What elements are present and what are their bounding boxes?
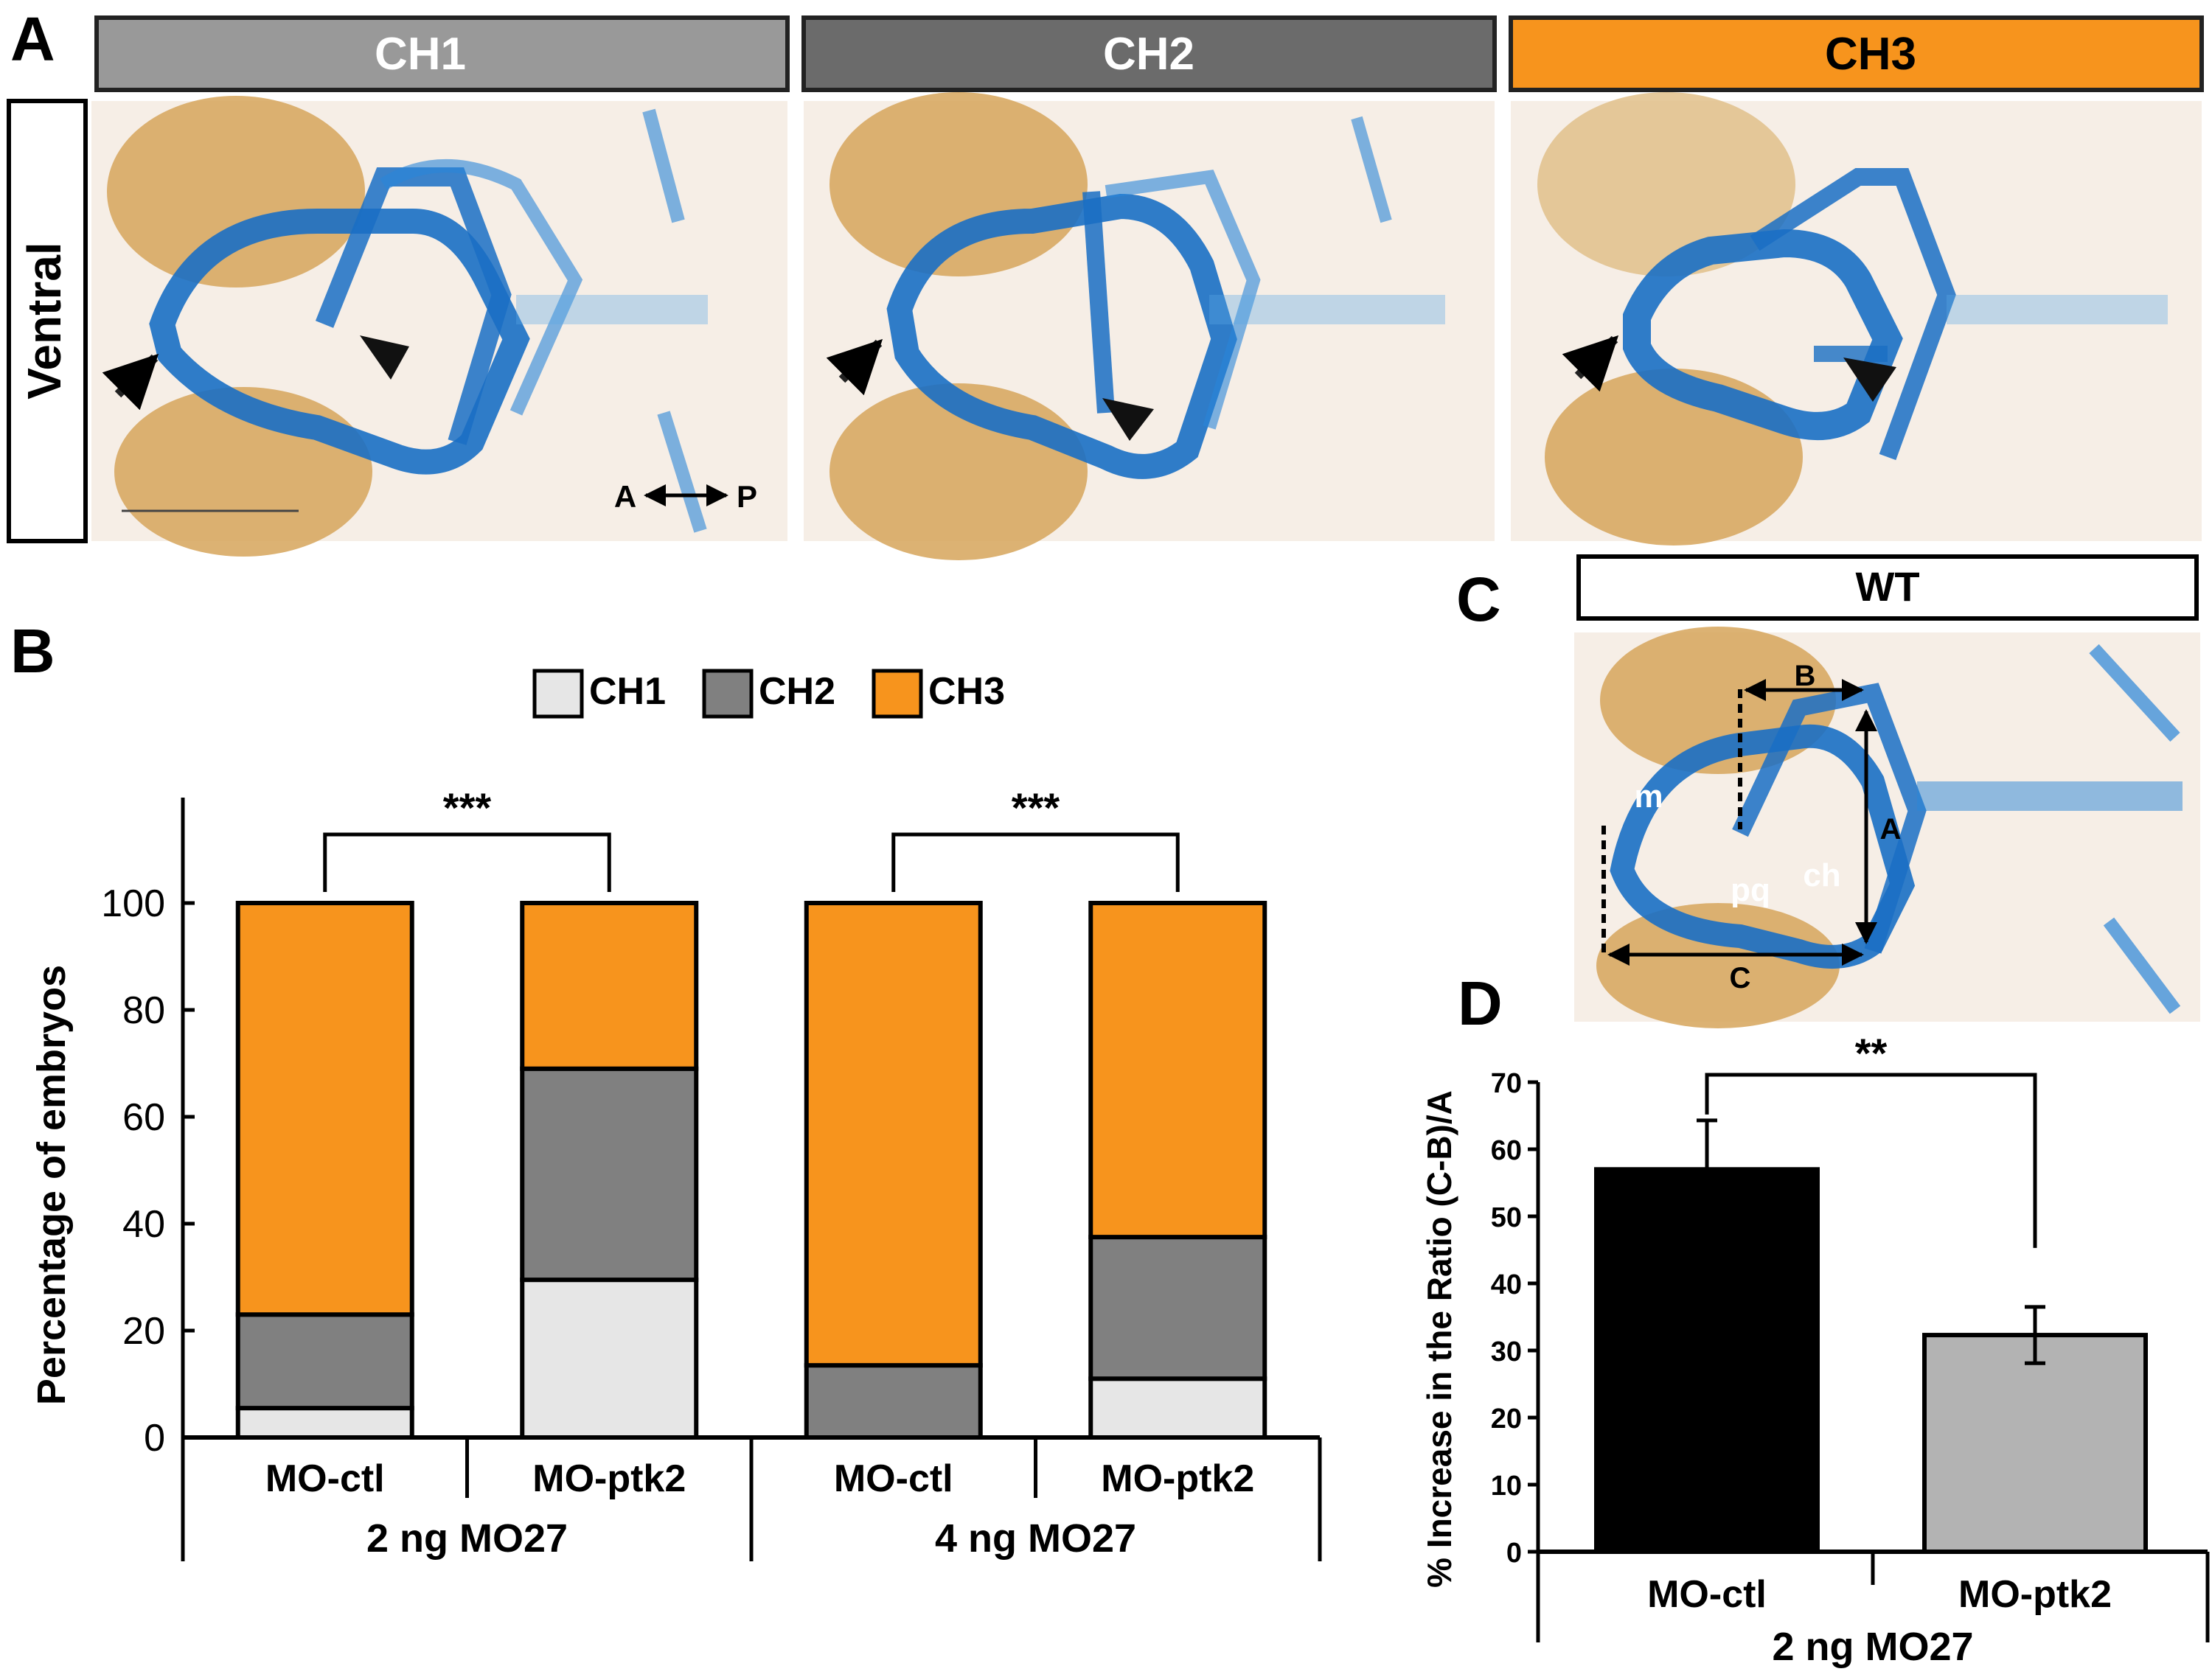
panel-a-letter: A (10, 4, 55, 74)
header-ch1-box (94, 15, 790, 92)
wt-header-box (1576, 554, 2199, 621)
significance-label: *** (443, 784, 492, 831)
bar-segment-ch1 (520, 1278, 699, 1440)
legend-swatch-ch2 (702, 669, 754, 719)
panel-b: B CH1 CH2 CH3 0 20 40 60 80 100 Percentage of emb… (10, 616, 1322, 1561)
header-ch1: CH1 (94, 15, 790, 92)
category-label: MO-ctl (834, 1457, 953, 1500)
ventral-label-box (7, 99, 88, 543)
y-tick-label: 20 (122, 1310, 165, 1353)
group-label: 2 ng MO27 (366, 1516, 568, 1561)
panel-c-letter: C (1456, 565, 1501, 634)
label-pq: pq (1731, 872, 1770, 908)
legend-label-ch2: CH2 (759, 670, 835, 713)
category-label: MO-ptk2 (1958, 1573, 2112, 1616)
micrograph-ch1: A P (91, 96, 787, 557)
legend-swatch-ch3 (872, 669, 923, 719)
axis-posterior-label: P (737, 479, 757, 514)
category-label: MO-ctl (265, 1457, 385, 1500)
group-label: 4 ng MO27 (935, 1516, 1136, 1561)
micrograph-ch2 (804, 92, 1495, 560)
y-axis-label: % Increase in the Ratio (C-B)/A (1420, 1090, 1458, 1588)
y-tick-label: 40 (122, 1203, 165, 1246)
significance-bracket (1705, 1073, 2037, 1248)
arrowhead-icon (1843, 358, 1896, 402)
wt-header-label: WT (1855, 563, 1919, 610)
y-tick-label: 0 (144, 1417, 165, 1460)
bar-segment-ch1 (1088, 1376, 1267, 1440)
bar (1922, 1333, 2148, 1554)
header-ch3: CH3 (1509, 15, 2204, 92)
eye-shape (1537, 92, 1795, 276)
y-tick-label: 60 (122, 1096, 165, 1139)
micrograph-wt: B A C m pq ch (1574, 627, 2200, 1028)
panel-d: D 0 10 20 30 40 50 60 70 % Increase in the Ratio… (1420, 969, 2210, 1669)
panel-d-letter: D (1458, 969, 1503, 1038)
bar-segment-ch3 (1088, 901, 1267, 1240)
y-tick-label: 80 (122, 989, 165, 1032)
significance-label: ** (1855, 1030, 1888, 1076)
significance-bracket (323, 832, 611, 892)
header-ch2-label: CH2 (1103, 29, 1194, 80)
y-tick-label: 60 (1491, 1135, 1522, 1166)
eye-shape (107, 96, 365, 287)
y-tick-label: 70 (1491, 1068, 1522, 1099)
bar-segment-ch3 (804, 901, 983, 1368)
y-tick-label: 10 (1491, 1471, 1522, 1502)
micrograph-ch3 (1511, 92, 2202, 546)
category-label: MO-ptk2 (1101, 1457, 1254, 1500)
panel-b-letter: B (10, 616, 55, 686)
category-label: MO-ptk2 (532, 1457, 686, 1500)
header-ch1-label: CH1 (375, 29, 466, 80)
bar-segment-ch2 (1088, 1235, 1267, 1381)
panel-c: C WT B A C m pq ch (1456, 554, 2200, 1028)
header-ch2-box (801, 15, 1497, 92)
header-ch3-box (1509, 15, 2204, 92)
ventral-label: Ventral (18, 242, 71, 399)
arrow-icon (1562, 335, 1619, 392)
arrowhead-icon (1102, 398, 1154, 441)
chart-stacked-bar: CH1 CH2 CH3 0 20 40 60 80 100 Percentage of embry… (29, 669, 1322, 1561)
y-axis-label: Percentage of embryos (29, 965, 74, 1405)
y-tick-label: 20 (1491, 1404, 1522, 1435)
axis-anterior-label: A (614, 479, 636, 514)
chart-bar-error: 0 10 20 30 40 50 60 70 % Increase in the Ratio (… (1420, 1030, 2210, 1669)
bar (1594, 1167, 1820, 1555)
y-tick-label: 40 (1491, 1269, 1522, 1300)
bar-segment-ch3 (235, 901, 414, 1317)
legend-swatch-ch1 (532, 669, 584, 719)
group-label: 2 ng MO27 (1772, 1625, 1973, 1669)
bar-segment-ch2 (520, 1066, 699, 1283)
y-tick-label: 0 (1506, 1538, 1522, 1569)
significance-label: *** (1012, 784, 1060, 831)
significance-bracket (891, 832, 1180, 892)
y-tick-label: 50 (1491, 1202, 1522, 1233)
legend-label-ch3: CH3 (928, 670, 1005, 713)
panel-a: A CH1 CH2 CH3 Ventral (7, 4, 2204, 560)
label-c: C (1730, 962, 1751, 994)
legend-label-ch1: CH1 (589, 670, 666, 713)
label-ch: ch (1803, 857, 1840, 893)
label-a: A (1880, 813, 1902, 846)
y-tick-label: 100 (101, 882, 165, 925)
label-b: B (1795, 660, 1816, 692)
bar-segment-ch2 (804, 1363, 983, 1440)
category-label: MO-ctl (1647, 1573, 1767, 1616)
header-ch2: CH2 (801, 15, 1497, 92)
arrow-icon (826, 338, 883, 396)
bar-segment-ch2 (235, 1312, 414, 1411)
header-ch3-label: CH3 (1825, 29, 1916, 80)
label-m: m (1634, 778, 1663, 815)
y-tick-label: 30 (1491, 1336, 1522, 1367)
bar-segment-ch3 (520, 901, 699, 1071)
bar-segment-ch1 (235, 1406, 414, 1440)
arrow-icon (102, 353, 159, 411)
arrowhead-icon (360, 335, 409, 380)
